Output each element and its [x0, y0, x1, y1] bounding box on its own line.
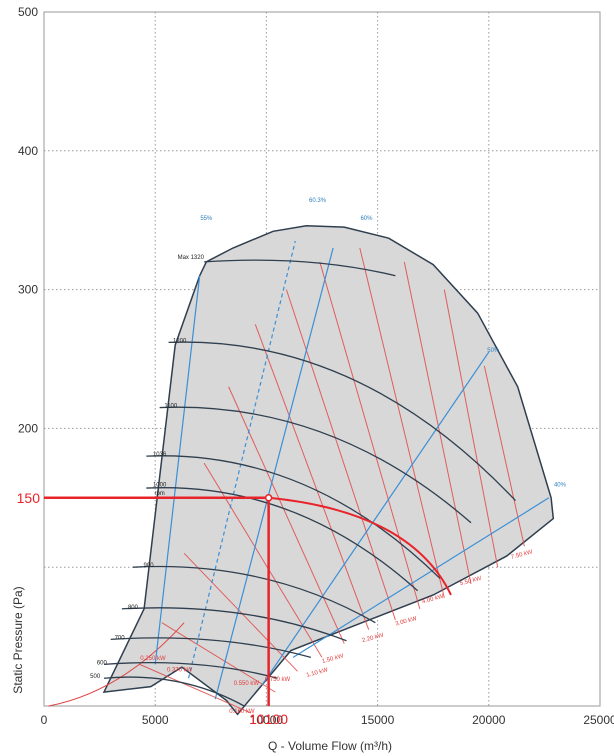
speed-curve: [159, 406, 472, 524]
x-tick-label: 20000: [472, 713, 506, 727]
power-label: 0.160 kW: [229, 709, 255, 715]
speed-label: 1200: [173, 338, 187, 344]
speed-label: 1100: [164, 404, 178, 410]
operating-point-group: [44, 494, 452, 706]
envelope-shape: [102, 225, 555, 716]
power-label: 0.750 kW: [265, 677, 291, 683]
power-curve: [228, 386, 345, 644]
power-label: 5.50 kW: [459, 576, 482, 588]
efficiency-label: 50%: [487, 348, 500, 354]
power-label: 1.50 kW: [321, 653, 344, 665]
y-axis-title: Static Pressure (Pa): [11, 586, 25, 693]
power-label: 2.20 kW: [361, 633, 384, 645]
power-curve: [359, 247, 445, 598]
x-tick-label: 15000: [361, 713, 395, 727]
power-label: 3.00 kW: [395, 616, 418, 628]
efficiency-label: 40%: [554, 483, 567, 489]
power-curve: [483, 365, 525, 547]
speed-curve: [168, 341, 516, 502]
operating-point-y-label: 150: [17, 490, 41, 506]
power-label: 1.10 kW: [306, 667, 329, 679]
x-axis-title: Q - Volume Flow (m³/h): [268, 739, 392, 753]
efficiency-curve: [261, 351, 490, 686]
speed-curve: [204, 259, 396, 277]
power-curve: [403, 261, 472, 584]
operating-point: [264, 494, 273, 502]
speed-label: 500: [90, 674, 101, 680]
speed-label: 1000: [153, 483, 167, 489]
power-curves: [48, 247, 525, 714]
curve-labels: rpm Max 1320 1200 1100 1036 1000 900 800 700 600 5…: [90, 198, 566, 715]
speed-label: 1036: [153, 452, 167, 458]
efficiency-label: 55%: [200, 216, 213, 222]
x-tick-label: 0: [41, 713, 48, 727]
power-curve: [183, 552, 298, 672]
speed-label: 900: [144, 563, 155, 569]
speed-label: Max 1320: [178, 255, 205, 261]
speed-curve: [146, 455, 441, 579]
speed-label: rpm: [154, 491, 164, 497]
speed-label: 700: [115, 635, 126, 641]
y-tick-label: 300: [18, 283, 38, 297]
speed-curve: [110, 637, 312, 659]
speed-curve: [132, 565, 376, 624]
power-curve: [254, 324, 370, 630]
speed-label: 800: [128, 605, 139, 611]
operating-point-x-label: 10100: [249, 711, 288, 727]
speed-label: 600: [97, 660, 108, 666]
highlighted-speed-curve: [268, 496, 452, 596]
x-tick-label: 25000: [583, 713, 614, 727]
power-label: 0.550 kW: [234, 681, 260, 687]
efficiency-curve: [292, 497, 550, 658]
speed-curve: [146, 487, 419, 592]
x-tick-label: 10000: [250, 713, 284, 727]
plot-frame: [43, 11, 601, 707]
speed-curves: [103, 259, 516, 707]
power-label: 4.00 kW: [422, 594, 445, 606]
power-curve: [285, 289, 396, 621]
power-label: 7.50 kW: [510, 549, 533, 561]
power-curve: [161, 622, 276, 693]
power-curve: [139, 663, 252, 714]
power-curve: [319, 261, 421, 609]
efficiency-label: 60.3%: [309, 198, 327, 204]
y-tick-label: 400: [18, 144, 38, 158]
y-tick-label: 500: [18, 5, 38, 19]
speed-curve: [103, 676, 245, 707]
operating-envelope: [102, 225, 555, 716]
efficiency-label: 60%: [360, 216, 373, 222]
power-label: 0.370 kW: [167, 667, 193, 673]
speed-curve: [104, 662, 278, 679]
x-tick-label: 5000: [142, 713, 169, 727]
power-label: 0.250 kW: [140, 656, 166, 662]
power-curve: [443, 289, 499, 568]
efficiency-curve: [154, 275, 201, 665]
efficiency-curve: [187, 240, 296, 679]
speed-curve: [121, 607, 347, 642]
y-tick-label: 200: [18, 421, 38, 435]
axis-ticks: 0 5000 10000 15000 20000 25000 500 400 300 200 150…: [17, 5, 614, 727]
